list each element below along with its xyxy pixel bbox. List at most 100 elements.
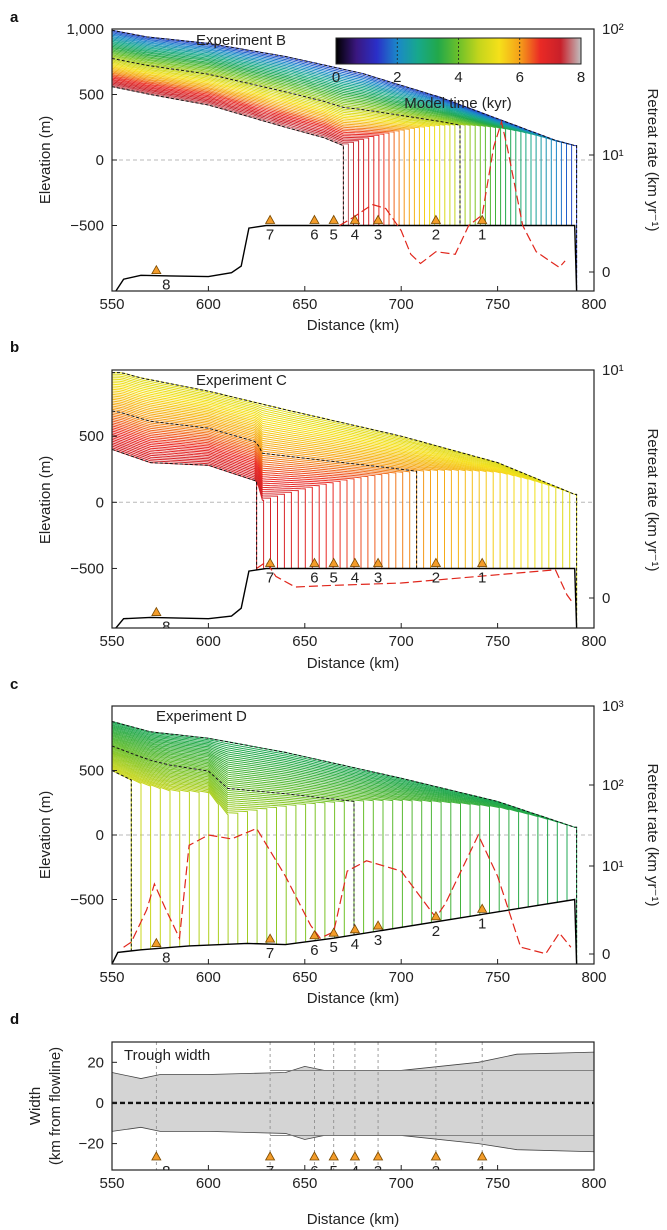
panel-c-ylabel-right: Retreat rate (km yr⁻¹) (644, 764, 661, 907)
ice-surface-profile (112, 747, 336, 939)
ice-surface-profile (112, 432, 327, 569)
y-tick-label: 500 (79, 428, 104, 445)
ice-surface-profile (112, 82, 360, 226)
panel-label-d: d (10, 1011, 19, 1028)
y-tick-label: 0 (96, 152, 104, 169)
ice-surface-profile (112, 733, 461, 918)
ice-surface-profile (112, 741, 394, 929)
right-tick-label: 10² (602, 777, 624, 794)
ice-surface-profile (112, 390, 501, 569)
site-marker-label: 2 (432, 1163, 440, 1180)
ice-surface-profile (112, 56, 466, 226)
ice-surface-profile (112, 443, 278, 569)
ice-surface-profile (112, 754, 277, 945)
ice-surface-profile (112, 55, 471, 226)
site-marker-label: 1 (478, 227, 486, 244)
x-tick-label: 650 (292, 633, 317, 650)
site-marker (476, 214, 488, 224)
ice-surface-profile (112, 35, 552, 226)
ice-surface-profile (112, 402, 452, 569)
ice-surface-profile (112, 43, 522, 226)
panel-c-axes: 550 600 650 700 750 800 500 0 −500 10³ 10² 10¹ 0 (70, 698, 623, 986)
ice-surface-profile (112, 756, 258, 944)
ice-surface-profile (112, 759, 229, 945)
ice-surface-profile (112, 40, 532, 226)
right-tick-label: 10¹ (602, 858, 624, 875)
x-tick-label: 600 (196, 296, 221, 313)
ice-surface-profile (112, 49, 496, 226)
x-tick-label: 550 (99, 969, 124, 986)
ice-surface-profile (112, 729, 500, 912)
site-marker (328, 1151, 339, 1161)
panel-b-title: Experiment C (196, 372, 287, 389)
ice-surface-profile (112, 445, 271, 569)
ice-surface-profile (112, 767, 152, 949)
ice-surface-profile (112, 437, 306, 569)
ice-surface-profile (112, 751, 297, 944)
site-marker-label: 3 (374, 1163, 382, 1180)
ice-surface-profile (112, 33, 562, 226)
ice-surface-profile (112, 433, 320, 569)
ice-surface-profile (112, 76, 385, 226)
site-marker-label: 3 (374, 569, 382, 586)
ice-surface-profile (112, 387, 515, 569)
ice-surface-profile (112, 730, 490, 914)
site-marker (151, 606, 162, 616)
ice-surface-profile (112, 722, 568, 901)
ice-surface-profile (112, 60, 451, 226)
colorbar: 0 2 4 6 8 Model time (kyr) (332, 37, 585, 112)
x-tick-label: 700 (389, 1175, 414, 1192)
ice-surface-profile (112, 438, 299, 569)
ice-surface-profile (112, 32, 567, 226)
panel-d-title: Trough width (124, 1047, 210, 1064)
site-marker-label: 5 (330, 1163, 338, 1180)
retreat-rate-line (256, 560, 574, 604)
ice-surface-profile (112, 738, 423, 925)
ice-surface-profile (112, 770, 132, 951)
site-marker (349, 923, 361, 934)
ice-surface-profile (112, 734, 452, 920)
ice-surface-profile (112, 62, 441, 226)
x-tick-label: 750 (485, 633, 510, 650)
x-tick-label: 750 (485, 1175, 510, 1192)
ice-surface-profile (112, 34, 557, 226)
y-tick-label: 500 (79, 763, 104, 780)
ice-surface-profile (112, 397, 473, 569)
panel-label-b: b (10, 339, 19, 356)
ice-surface-profile (112, 67, 420, 226)
x-tick-label: 700 (389, 296, 414, 313)
ice-surface-profile (112, 77, 380, 226)
trough-lower-edge (112, 1126, 594, 1153)
panel-d-frame (111, 1041, 595, 1171)
panel-d-ylabel-1: Width (27, 1087, 44, 1125)
reference-profile (112, 410, 418, 569)
site-marker-label: 6 (310, 942, 318, 959)
ice-surface-profile (112, 422, 369, 569)
ice-surface-profile (112, 415, 397, 569)
ice-surface-profile (112, 725, 539, 906)
panel-a-title: Experiment B (196, 32, 286, 49)
ice-surface-profile (112, 762, 200, 946)
site-marker (476, 1151, 488, 1161)
y-tick-label: −500 (70, 218, 104, 235)
colorbar-tick-label: 0 (332, 69, 340, 86)
ice-surface-profile (112, 53, 481, 226)
site-marker-label: 7 (266, 1163, 274, 1180)
ice-surface-profile (112, 393, 487, 569)
ice-surface-profile (112, 58, 461, 226)
ice-surface-profile (112, 447, 265, 569)
ice-surface-profile (112, 740, 403, 928)
colorbar-ticks: 0 2 4 6 8 (332, 38, 585, 86)
x-tick-label: 750 (485, 296, 510, 313)
site-marker (151, 937, 162, 947)
site-marker-label: 2 (432, 923, 440, 940)
panel-d-xlabel: Distance (km) (307, 1211, 400, 1228)
colorbar-tick-label: 2 (393, 69, 401, 86)
ice-surface-profile (112, 758, 239, 944)
ice-surface-profile (112, 44, 517, 226)
